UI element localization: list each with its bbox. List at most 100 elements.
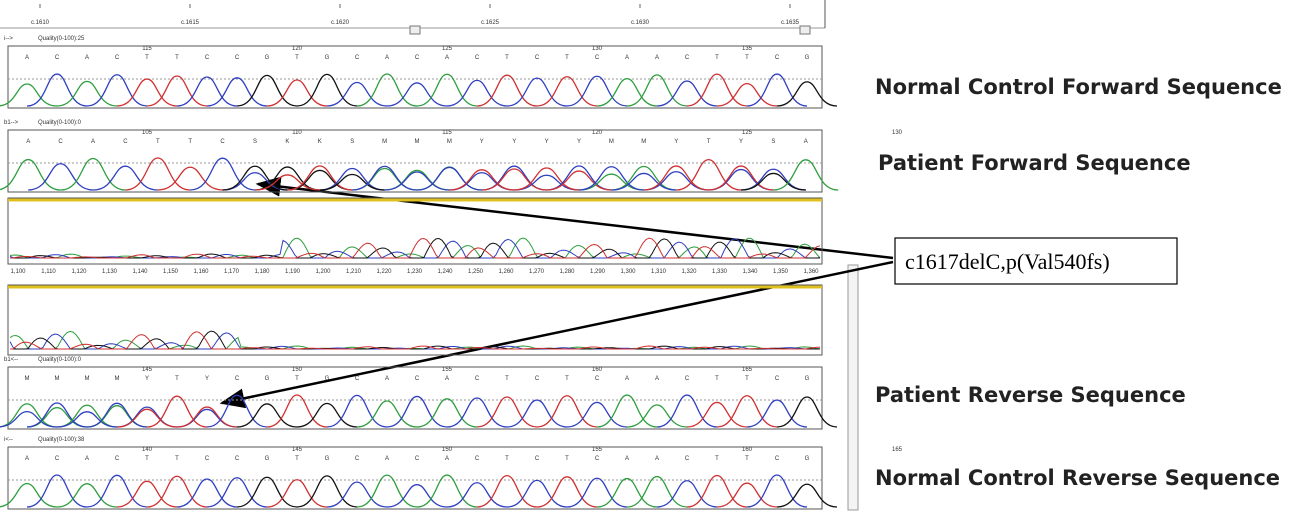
trace-axis-label: 1,130 — [102, 269, 118, 275]
base-call: A — [804, 139, 808, 145]
trace-peak — [116, 78, 178, 107]
trace-peak — [686, 401, 748, 428]
trace-axis-label: 1,300 — [620, 269, 636, 275]
trace-axis-label: 1,280 — [559, 269, 575, 275]
annotation-box — [894, 237, 1178, 285]
position-label: 145 — [292, 447, 303, 453]
base-call: C — [220, 139, 225, 145]
base-call: A — [385, 55, 389, 61]
trace-peak — [206, 477, 268, 508]
trace-axis-label: 1,190 — [285, 269, 301, 275]
base-call: G — [805, 376, 810, 382]
sequence-label: Normal Control Reverse Sequence — [875, 466, 1280, 490]
base-call: M — [25, 376, 30, 382]
trace-peak — [0, 482, 58, 508]
scroll-thumb[interactable] — [409, 25, 421, 35]
trace-peak — [326, 481, 388, 508]
base-call: A — [85, 55, 89, 61]
arrow — [255, 176, 894, 260]
position-label: 115 — [442, 130, 452, 136]
track-direction: b1--> — [4, 120, 19, 126]
position-label: 130 — [592, 46, 603, 52]
base-call: T — [565, 376, 569, 382]
position-label: 165 — [742, 367, 753, 373]
raw-trace — [10, 331, 821, 350]
base-call: M — [85, 376, 90, 382]
base-call: C — [205, 55, 210, 61]
trace-peak — [746, 399, 808, 428]
trace-peak — [746, 73, 808, 107]
base-call: T — [188, 139, 192, 145]
base-call: G — [265, 376, 270, 382]
trace-peak — [326, 81, 388, 107]
base-call: T — [745, 55, 749, 61]
base-call: T — [295, 456, 299, 462]
base-call: K — [318, 139, 322, 145]
trace-peak — [176, 76, 238, 107]
trace-peak — [176, 478, 238, 508]
trace-axis-label: 1,360 — [803, 269, 819, 275]
base-call: T — [175, 456, 179, 462]
trace-peak — [296, 73, 358, 107]
base-call: T — [145, 55, 149, 61]
trace-peak — [776, 483, 838, 508]
scrollbar[interactable] — [847, 264, 859, 511]
base-call: M — [609, 139, 614, 145]
base-call: G — [325, 55, 330, 61]
trace-axis-label: 1,160 — [193, 269, 209, 275]
base-call: M — [115, 376, 120, 382]
trace-peak — [146, 75, 208, 107]
base-call: C — [595, 55, 600, 61]
base-call: C — [58, 139, 63, 145]
track-direction: i<-- — [4, 437, 13, 443]
base-call: S — [771, 139, 775, 145]
base-call: A — [91, 139, 95, 145]
ruler-label: c.1625 — [481, 20, 500, 26]
trace-peak — [578, 166, 644, 191]
base-call: T — [715, 456, 719, 462]
ruler-label: c.1635 — [781, 20, 800, 26]
trace-peak — [676, 158, 742, 191]
base-call: G — [805, 456, 810, 462]
track-direction: i--> — [4, 36, 13, 42]
trace-axis-label: 1,290 — [590, 269, 606, 275]
trace-peak — [546, 170, 612, 191]
trace-peak — [157, 166, 223, 191]
trace-peak — [536, 476, 598, 508]
trace-axis-label: 1,150 — [163, 269, 179, 275]
base-call: T — [745, 376, 749, 382]
base-call: A — [655, 376, 659, 382]
ruler-label: c.1620 — [331, 20, 350, 26]
scroll-arrow[interactable] — [799, 25, 811, 35]
base-call: C — [123, 139, 128, 145]
trace-peak — [319, 167, 385, 191]
trace-peak — [626, 404, 688, 428]
position-label: 150 — [292, 367, 303, 373]
base-call: T — [715, 376, 719, 382]
base-call: G — [265, 456, 270, 462]
base-call: C — [475, 376, 480, 382]
trace-peak — [506, 479, 568, 508]
position-label: 160 — [742, 447, 753, 453]
base-call: M — [415, 139, 420, 145]
trace-peak — [686, 474, 748, 508]
trace-peak — [416, 166, 482, 191]
trace-peak — [716, 82, 778, 107]
base-call: A — [385, 456, 389, 462]
base-call: M — [641, 139, 646, 145]
trace-peak — [176, 406, 238, 428]
trace-peak — [222, 172, 288, 191]
base-call: A — [25, 55, 29, 61]
position-label: 125 — [442, 46, 453, 52]
trace-peak — [56, 483, 118, 508]
base-call: G — [325, 456, 330, 462]
trace-peak — [746, 474, 808, 508]
base-call: C — [115, 456, 120, 462]
base-call: T — [156, 139, 160, 145]
position-label: 120 — [292, 46, 303, 52]
trace-peak — [92, 165, 158, 191]
trace-peak — [446, 482, 508, 508]
trace-peak — [514, 167, 580, 191]
trace-axis-label: 1,340 — [742, 269, 758, 275]
